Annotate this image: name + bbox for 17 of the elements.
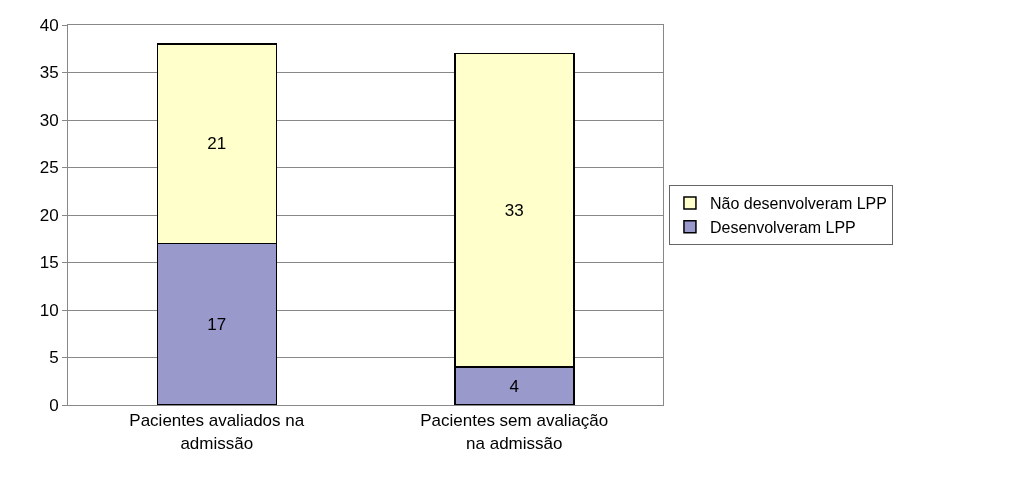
data-label: 17 (207, 314, 227, 334)
y-tick-label: 5 (49, 348, 59, 368)
y-tick-label: 10 (39, 300, 59, 320)
data-label: 33 (504, 200, 524, 220)
y-tick-label: 20 (39, 205, 59, 225)
legend-label: Não desenvolveram LPP (709, 195, 887, 213)
y-tick-label: 40 (39, 15, 59, 35)
y-tick-label: 15 (39, 253, 59, 273)
x-tick-label: Pacientes avaliados na admissão (129, 411, 305, 453)
y-tick-label: 35 (39, 63, 59, 83)
data-label: 4 (509, 376, 519, 396)
x-tick-label: Pacientes sem avaliação na admissão (420, 411, 609, 453)
data-label: 21 (207, 134, 227, 154)
y-tick-label: 0 (49, 395, 59, 415)
y-tick-label: 30 (39, 110, 59, 130)
y-tick-label: 25 (39, 158, 59, 178)
legend-label: Desenvolveram LPP (709, 218, 856, 236)
